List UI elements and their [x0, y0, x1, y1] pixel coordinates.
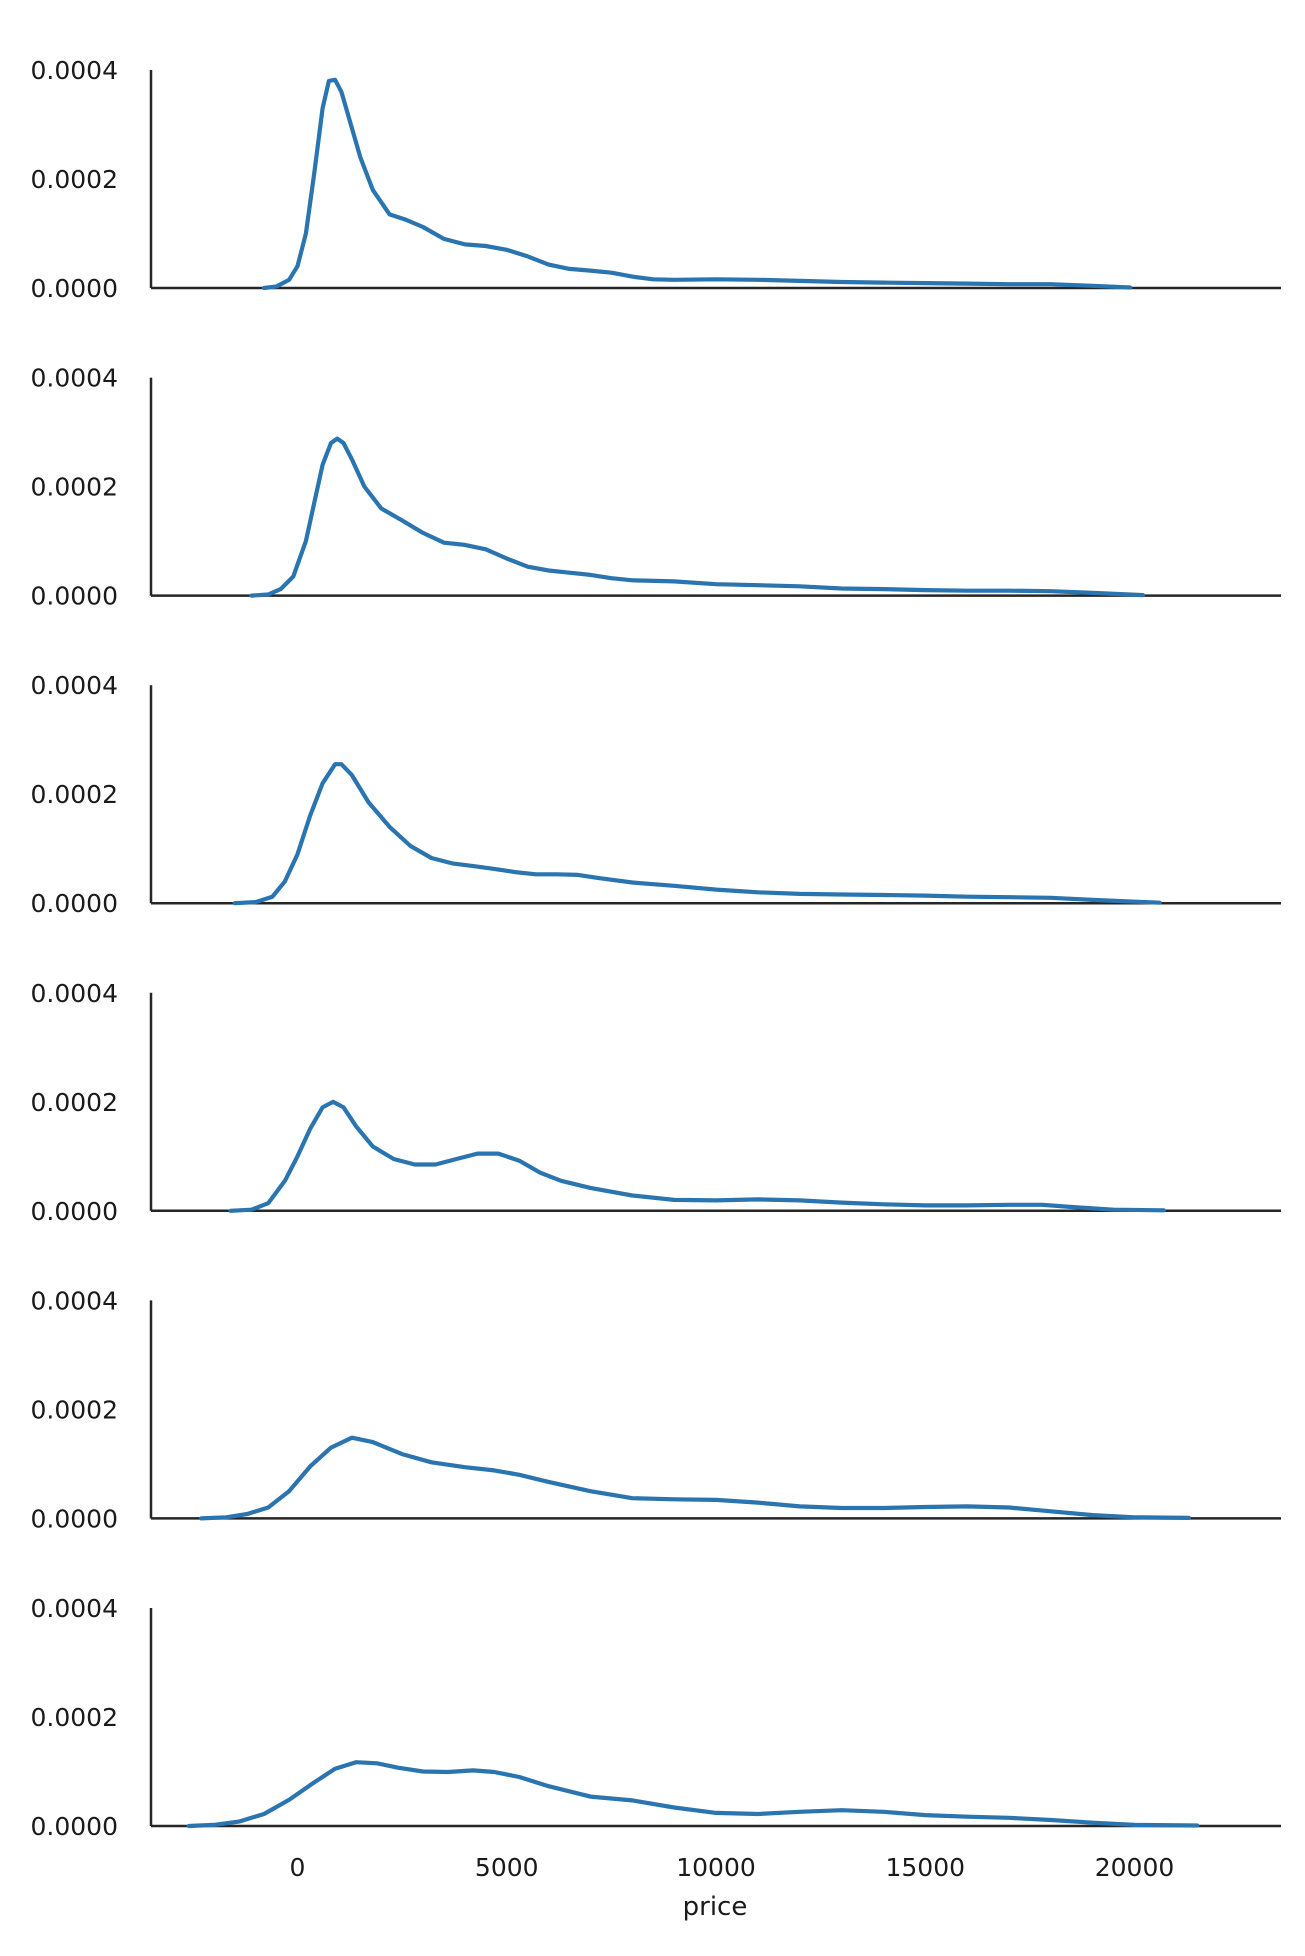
- density-line: [232, 762, 1162, 906]
- facet-panel-6: 0.0000 0.0002 0.0004: [31, 1594, 1281, 1841]
- y-tick-label: 0.0000: [31, 889, 118, 918]
- facet-panel-2: 0.0000 0.0002 0.0004: [31, 364, 1281, 611]
- y-tick-label: 0.0002: [31, 473, 118, 502]
- density-line: [261, 77, 1133, 291]
- y-tick-label: 0.0004: [31, 671, 118, 700]
- y-tick-label: 0.0002: [31, 1395, 118, 1424]
- facet-panels: 0.00000.00020.00040.00000.00020.00040.00…: [31, 56, 1281, 1841]
- facet-panel-1: 0.0000 0.0002 0.0004: [31, 56, 1281, 303]
- y-tick-label: 0.0004: [31, 979, 118, 1008]
- x-tick-label: 15000: [885, 1853, 965, 1882]
- facet-panel-5: 0.0000 0.0002 0.0004: [31, 1286, 1281, 1533]
- y-tick-label: 0.0004: [31, 56, 118, 85]
- y-tick-label: 0.0002: [31, 780, 118, 809]
- density-line: [228, 1099, 1166, 1213]
- x-tick-label: 5000: [475, 1853, 539, 1882]
- y-tick-label: 0.0002: [31, 165, 118, 194]
- x-axis: 0 5000 10000 15000 20000: [290, 1853, 1175, 1882]
- y-tick-label: 0.0004: [31, 1594, 118, 1623]
- y-tick-label: 0.0004: [31, 1286, 118, 1315]
- facet-panel-4: 0.0000 0.0002 0.0004: [31, 979, 1281, 1226]
- y-tick-label: 0.0000: [31, 582, 118, 611]
- y-tick-label: 0.0000: [31, 1504, 118, 1533]
- density-line: [249, 436, 1145, 598]
- y-tick-label: 0.0002: [31, 1088, 118, 1117]
- facet-panel-3: 0.0000 0.0002 0.0004: [31, 671, 1281, 918]
- y-tick-label: 0.0000: [31, 1197, 118, 1226]
- density-line: [199, 1435, 1191, 1521]
- x-tick-label: 10000: [676, 1853, 756, 1882]
- x-tick-label: 0: [290, 1853, 306, 1882]
- y-tick-label: 0.0004: [31, 364, 118, 393]
- density-line: [186, 1760, 1200, 1829]
- x-tick-label: 20000: [1095, 1853, 1175, 1882]
- x-axis-title: price: [683, 1892, 748, 1922]
- y-tick-label: 0.0000: [31, 274, 118, 303]
- y-tick-label: 0.0000: [31, 1812, 118, 1841]
- y-tick-label: 0.0002: [31, 1703, 118, 1732]
